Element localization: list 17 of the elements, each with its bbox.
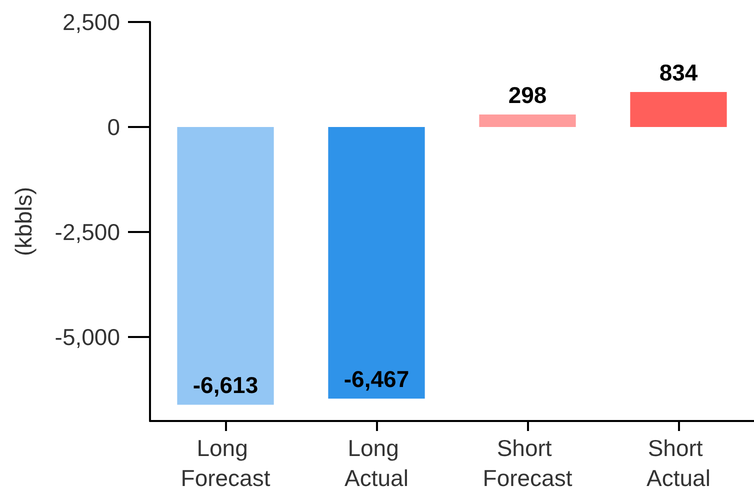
y-axis-title: (kbbls) — [10, 186, 36, 256]
bar — [177, 127, 274, 405]
y-tick-label: -5,000 — [54, 324, 120, 350]
bar — [630, 92, 727, 127]
data-label: -6,467 — [344, 366, 410, 392]
bar — [328, 127, 425, 399]
x-tick-label: Short Actual — [646, 435, 710, 491]
y-tick-label: 2,500 — [62, 9, 120, 35]
x-tick-label: Short Forecast — [482, 435, 573, 491]
data-label: 298 — [508, 82, 547, 108]
x-tick-label: Long Forecast — [180, 435, 271, 491]
bar — [479, 114, 576, 127]
data-label: -6,613 — [192, 372, 258, 398]
y-tick-label: -2,500 — [54, 219, 120, 245]
data-label: 834 — [659, 59, 698, 86]
x-tick-label: Long Actual — [344, 435, 408, 491]
y-tick-label: 0 — [107, 114, 120, 140]
